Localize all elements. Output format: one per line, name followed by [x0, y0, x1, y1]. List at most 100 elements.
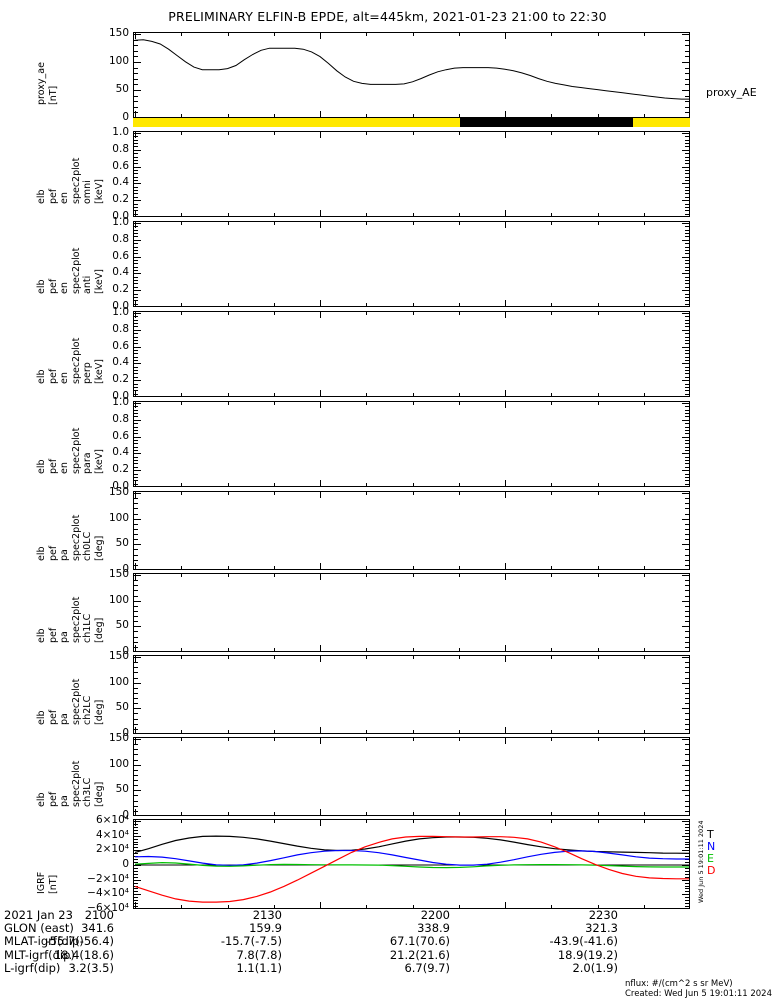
x-minor-tick: [274, 656, 275, 659]
y-major-tick: [134, 601, 141, 602]
x-major-tick: [135, 210, 136, 216]
y-minor-tick: [685, 647, 689, 648]
y-minor-tick: [685, 534, 689, 535]
y-minor-tick: [134, 413, 138, 414]
y-minor-tick: [685, 390, 689, 391]
y-minor-tick: [685, 539, 689, 540]
x-minor-tick: [366, 905, 367, 908]
x-minor-tick: [181, 222, 182, 225]
y-minor-tick: [134, 370, 138, 371]
y-minor-tick: [134, 859, 138, 860]
x-minor-tick: [181, 402, 182, 405]
panel-pa-ch0lc[interactable]: [133, 491, 690, 570]
y-minor-tick: [685, 253, 689, 254]
x-minor-tick: [181, 820, 182, 823]
x-minor-tick: [413, 402, 414, 405]
x-major-tick: [505, 645, 506, 651]
panel-pa-ch2lc[interactable]: [133, 655, 690, 734]
y-minor-tick: [134, 839, 138, 840]
y-minor-tick: [685, 467, 689, 468]
y-tick-label: 100: [108, 512, 129, 524]
y-minor-tick: [134, 900, 138, 901]
y-tick-label: 150: [108, 650, 129, 662]
y-axis-title-line: spec2plot: [70, 678, 82, 725]
y-minor-tick: [685, 754, 689, 755]
y-minor-tick: [134, 474, 138, 475]
panel-en-omni[interactable]: [133, 131, 690, 217]
y-major-tick: [682, 683, 689, 684]
y-minor-tick: [685, 672, 689, 673]
y-minor-tick: [685, 323, 689, 324]
y-tick-label: 1.0: [112, 396, 129, 408]
panel-en-para[interactable]: [133, 401, 690, 487]
x-minor-tick: [644, 132, 645, 135]
y-minor-tick: [134, 316, 138, 317]
y-minor-tick: [134, 68, 138, 69]
y-major-tick: [682, 290, 689, 291]
y-minor-tick: [134, 146, 138, 147]
y-minor-tick: [685, 616, 689, 617]
y-minor-tick: [134, 853, 138, 854]
y-minor-tick: [685, 830, 689, 831]
y-tick-label: 50: [115, 537, 129, 549]
y-minor-tick: [134, 565, 138, 566]
x-major-tick: [135, 402, 136, 408]
y-major-tick: [134, 330, 141, 331]
y-axis-title: elb pef pa spec2plot ch3LC [deg]: [0, 737, 133, 816]
x-minor-tick: [366, 222, 367, 225]
x-minor-tick: [181, 812, 182, 815]
x-minor-tick: [459, 820, 460, 823]
y-tick-label: 100: [108, 676, 129, 688]
y-minor-tick: [685, 749, 689, 750]
panel-igrf[interactable]: [133, 819, 690, 909]
y-major-tick: [134, 363, 141, 364]
y-minor-tick: [134, 326, 138, 327]
y-tick-label: 0.8: [112, 323, 129, 335]
x-minor-tick: [459, 402, 460, 405]
footer-cell: 18.9(19.2): [557, 947, 618, 962]
y-axis-title-line: spec2plot: [70, 157, 82, 204]
y-minor-tick: [685, 833, 689, 834]
y-minor-tick: [685, 377, 689, 378]
y-minor-tick: [685, 724, 689, 725]
x-minor-tick: [598, 222, 599, 225]
panel-en-perp[interactable]: [133, 311, 690, 397]
legend-entry-T: T: [707, 828, 714, 841]
footer-cell: 2230: [588, 908, 618, 922]
x-major-tick: [505, 33, 506, 39]
y-minor-tick: [134, 616, 138, 617]
x-minor-tick: [644, 402, 645, 405]
x-minor-tick: [181, 730, 182, 733]
y-minor-tick: [685, 621, 689, 622]
x-minor-tick: [274, 132, 275, 135]
y-minor-tick: [685, 304, 689, 305]
y-major-tick: [134, 240, 141, 241]
panel-pa-ch1lc[interactable]: [133, 573, 690, 652]
y-major-tick: [682, 380, 689, 381]
footer-cell: 2.0(1.9): [572, 960, 618, 975]
y-minor-tick: [134, 373, 138, 374]
y-major-tick: [134, 62, 141, 63]
x-minor-tick: [459, 730, 460, 733]
y-minor-tick: [134, 667, 138, 668]
y-tick-label: 0.6: [112, 340, 129, 352]
y-minor-tick: [134, 177, 138, 178]
panel-pa-ch3lc[interactable]: [133, 737, 690, 816]
y-major-tick: [134, 273, 141, 274]
panel-en-anti[interactable]: [133, 221, 690, 307]
y-minor-tick: [685, 247, 689, 248]
y-minor-tick: [685, 394, 689, 395]
x-minor-tick: [228, 656, 229, 659]
y-minor-tick: [685, 233, 689, 234]
x-minor-tick: [274, 393, 275, 396]
y-minor-tick: [685, 204, 689, 205]
panel-proxy-ae[interactable]: [133, 32, 690, 118]
y-minor-tick: [134, 423, 138, 424]
y-minor-tick: [685, 827, 689, 828]
y-minor-tick: [134, 416, 138, 417]
y-tick-label: −2×10⁴: [87, 873, 129, 885]
x-major-tick: [320, 390, 321, 396]
y-major-tick: [682, 470, 689, 471]
y-minor-tick: [134, 844, 138, 845]
y-major-tick: [134, 453, 141, 454]
